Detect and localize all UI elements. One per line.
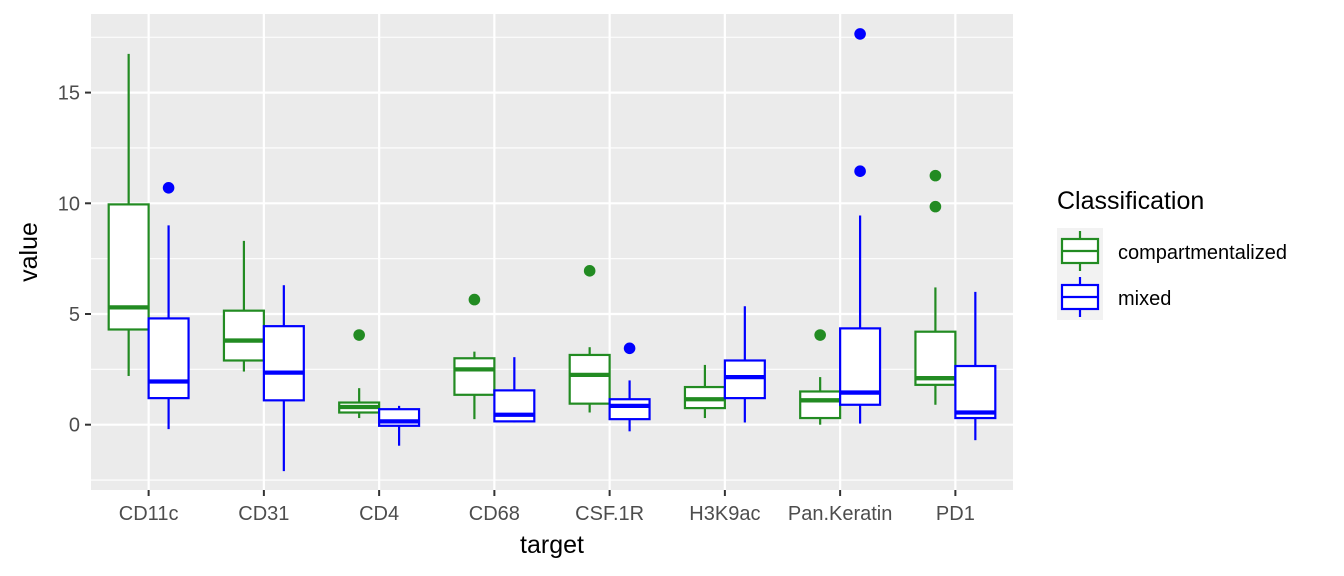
box-group xyxy=(222,240,265,372)
legend-label-mixed: mixed xyxy=(1118,288,1171,310)
box-iqr xyxy=(723,359,766,400)
x-tick-label: H3K9ac xyxy=(689,503,760,525)
box-iqr xyxy=(914,330,957,386)
outlier-point xyxy=(623,342,636,355)
outlier-point xyxy=(583,265,596,277)
box-group xyxy=(453,293,496,420)
y-tick-label: 10 xyxy=(58,193,80,215)
legend-keys xyxy=(1057,228,1103,320)
boxes xyxy=(107,28,997,472)
y-axis: 0 5 10 15 xyxy=(58,83,91,437)
box-iqr xyxy=(453,357,496,396)
box-group xyxy=(723,306,766,423)
box-iqr xyxy=(222,309,265,362)
outlier-point xyxy=(929,169,942,182)
box-group xyxy=(568,265,611,413)
x-axis: CD11c CD31 CD4 CD68 CSF.1R H3K9ac Pan.Keratin P… xyxy=(119,490,975,525)
plot-panel xyxy=(91,14,1013,490)
outlier-point xyxy=(353,329,365,341)
box-group xyxy=(378,405,421,446)
box-group xyxy=(799,329,842,425)
outlier-point xyxy=(929,200,942,213)
box-iqr xyxy=(107,203,150,331)
outlier-point xyxy=(854,165,866,177)
box-group xyxy=(608,342,651,432)
box-iqr xyxy=(262,325,305,402)
box-group xyxy=(262,285,305,472)
box-group xyxy=(954,291,997,441)
x-tick-label: Pan.Keratin xyxy=(788,503,893,525)
box-iqr xyxy=(568,353,611,405)
outlier-point xyxy=(162,181,175,194)
y-axis-title: value xyxy=(15,222,43,282)
x-tick-label: CD11c xyxy=(119,503,179,525)
box-group xyxy=(338,329,381,419)
y-tick-label: 15 xyxy=(58,83,80,105)
x-tick-label: CD31 xyxy=(238,503,289,525)
outlier-point xyxy=(854,28,866,40)
box-group xyxy=(147,181,190,430)
y-tick-label: 5 xyxy=(69,304,80,326)
legend: Classification compartmentalized mixed xyxy=(1057,187,1287,320)
legend-key-compartmentalized xyxy=(1057,228,1103,274)
x-tick-label: CD4 xyxy=(359,503,399,525)
box-iqr xyxy=(954,364,997,420)
legend-label-compartmentalized: compartmentalized xyxy=(1118,242,1287,264)
box-group xyxy=(107,53,150,376)
outlier-point xyxy=(814,329,826,341)
box-group xyxy=(914,169,957,405)
box-group xyxy=(493,357,536,423)
x-tick-label: CSF.1R xyxy=(575,503,644,525)
x-tick-label: PD1 xyxy=(936,503,975,525)
legend-key-mixed xyxy=(1057,274,1103,320)
box-iqr xyxy=(608,398,651,421)
box-iqr xyxy=(147,317,190,400)
outlier-point xyxy=(468,293,481,306)
legend-title: Classification xyxy=(1057,187,1204,215)
x-axis-title: target xyxy=(520,531,584,559)
y-tick-label: 0 xyxy=(69,415,80,437)
box-group xyxy=(839,28,882,424)
x-tick-label: CD68 xyxy=(469,503,520,525)
box-iqr xyxy=(799,390,842,420)
